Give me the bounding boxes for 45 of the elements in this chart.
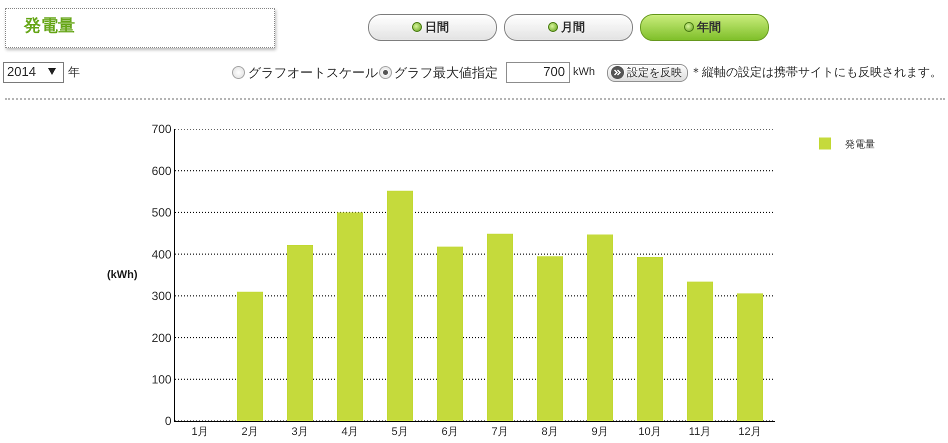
x-tick-label: 10月 <box>638 426 662 438</box>
y-tick-label: 600 <box>152 164 172 178</box>
x-tick-label: 11月 <box>688 426 712 438</box>
y-tick-label: 400 <box>152 247 172 262</box>
x-tick-label: 1月 <box>191 426 209 438</box>
text: グラフ最大値指定 <box>394 65 498 81</box>
y-tick-label: 300 <box>152 289 172 304</box>
y-axis-title: (kWh) <box>107 269 138 281</box>
bar <box>537 256 563 421</box>
text: 日間 <box>425 19 449 35</box>
x-tick-label: 12月 <box>738 426 762 438</box>
bar <box>687 282 713 421</box>
text: 年間 <box>697 19 721 35</box>
bar <box>237 292 263 421</box>
y-tick-label: 700 <box>152 122 172 136</box>
bar <box>737 293 763 421</box>
bar <box>437 246 463 421</box>
x-tick-label: 2月 <box>241 426 259 438</box>
x-tick-label: 9月 <box>591 426 609 438</box>
text: 年 <box>68 64 80 80</box>
bar <box>637 257 663 421</box>
bar <box>587 234 613 421</box>
y-tick-label: 500 <box>152 206 172 220</box>
text: 設定を反映 <box>627 66 682 81</box>
text: ＊縦軸の設定は携帯サイトにも反映されます。 <box>690 64 942 80</box>
bar <box>387 190 413 421</box>
x-tick-label: 8月 <box>541 426 559 438</box>
bar <box>287 244 313 421</box>
text: 月間 <box>561 19 585 35</box>
y-tick-label: 200 <box>152 330 172 345</box>
x-tick-label: 5月 <box>391 426 409 438</box>
text: 2014 <box>7 64 36 80</box>
x-tick-label: 3月 <box>291 426 309 438</box>
y-tick-label: 100 <box>152 372 172 386</box>
legend-label: 発電量 <box>845 139 875 150</box>
chart-title: 発電量 <box>24 15 75 37</box>
text: グラフオートスケール <box>248 65 378 81</box>
x-tick-label: 6月 <box>441 426 459 438</box>
bar <box>487 234 513 421</box>
x-tick-label: 4月 <box>341 426 359 438</box>
text: 700 <box>542 64 565 80</box>
bar <box>337 212 363 421</box>
text: kWh <box>573 65 595 80</box>
x-tick-label: 7月 <box>491 426 509 438</box>
y-tick-label: 0 <box>164 414 172 428</box>
